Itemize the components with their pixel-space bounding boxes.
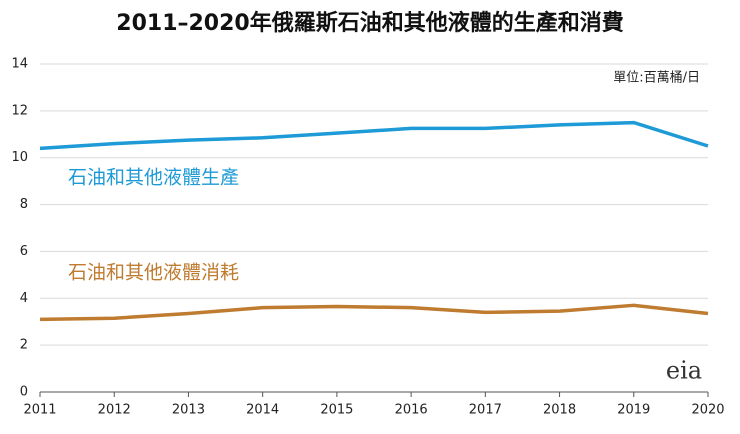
y-tick-label: 12 (11, 103, 28, 118)
x-tick-label: 2017 (469, 403, 502, 418)
line (39, 303, 709, 322)
y-tick-label: 4 (20, 291, 28, 306)
x-tick-label: 2016 (395, 403, 428, 418)
x-tick-label: 2018 (543, 403, 576, 418)
y-tick-label: 10 (11, 150, 28, 165)
chart-title: 2011–2020年俄羅斯石油和其他液體的生產和消費 (116, 10, 623, 36)
y-tick-label: 8 (20, 197, 28, 212)
x-tick-label: 2019 (617, 403, 650, 418)
y-tick-label: 6 (20, 244, 28, 259)
x-tick-label: 2012 (98, 403, 131, 418)
x-tick-label: 2013 (172, 403, 205, 418)
line (39, 120, 709, 151)
x-tick-label: 2015 (320, 403, 353, 418)
x-tick-label: 2014 (246, 403, 279, 418)
unit-label: 單位:百萬桶/日 (613, 71, 700, 86)
logo: eia (666, 357, 702, 385)
y-tick-label: 14 (11, 57, 28, 72)
x-tick-label: 2011 (23, 403, 56, 418)
series-label: 石油和其他液體消耗 (68, 262, 239, 284)
y-tick-label: 2 (20, 338, 28, 353)
y-tick-label: 0 (20, 385, 28, 400)
x-tick-label: 2020 (691, 403, 724, 418)
series-label: 石油和其他液體生產 (68, 167, 239, 189)
